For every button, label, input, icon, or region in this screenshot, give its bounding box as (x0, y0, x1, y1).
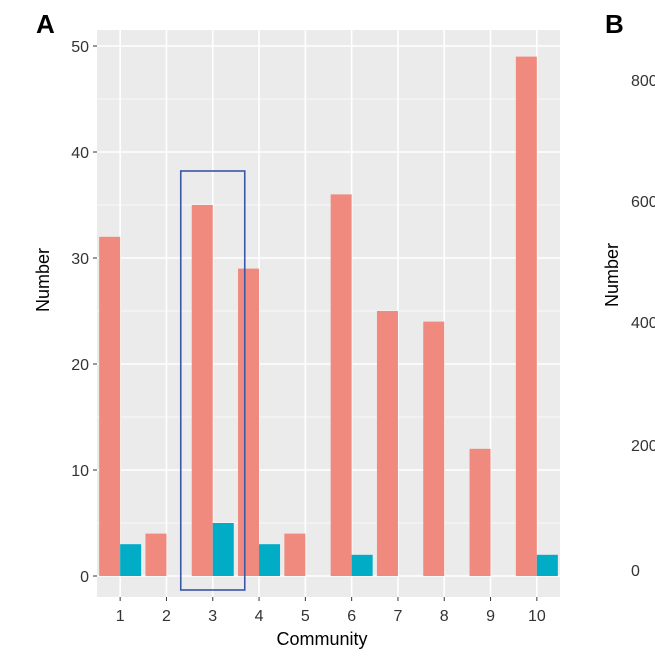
panel-b-y-tick-label: 800 (631, 73, 655, 90)
panel-a-x-ticks: 1 2 3 4 5 6 7 8 9 10 (116, 597, 546, 625)
bar-series-1 (99, 236, 121, 577)
x-tick-label: 10 (528, 608, 546, 625)
x-tick-label: 2 (162, 608, 171, 625)
panel-b-y-ticks: 800 600 400 200 0 (631, 73, 655, 580)
y-tick-label: 20 (71, 357, 89, 374)
highlight-box (179, 170, 246, 591)
panel-a-y-axis-label: Number (33, 248, 53, 312)
panel-b-y-tick-label: 0 (631, 563, 640, 580)
x-tick-label: 5 (301, 608, 310, 625)
y-tick-label: 40 (71, 145, 89, 162)
bar-series-1 (423, 321, 445, 576)
bar-series-1 (330, 194, 352, 576)
x-tick-label: 3 (208, 608, 217, 625)
y-tick-label: 10 (71, 463, 89, 480)
x-tick-label: 1 (116, 608, 125, 625)
x-tick-label: 7 (393, 608, 402, 625)
bar-series-2 (259, 544, 281, 576)
bar-series-2 (212, 523, 234, 576)
bar-series-2 (536, 554, 558, 576)
x-tick-label: 6 (347, 608, 356, 625)
x-tick-label: 9 (486, 608, 495, 625)
bar-series-2 (351, 554, 373, 576)
panel-a-x-axis-label: Community (276, 629, 367, 649)
bar-series-1 (145, 533, 167, 576)
y-tick-label: 0 (80, 569, 89, 586)
panel-b-y-tick-label: 600 (631, 194, 655, 211)
panel-b-letter: B (605, 9, 624, 39)
y-tick-label: 30 (71, 251, 89, 268)
panel-a-letter: A (36, 9, 55, 39)
panel-b-y-axis-label: Number (602, 243, 622, 307)
bar-series-1 (284, 533, 306, 576)
panel-b-y-tick-label: 200 (631, 438, 655, 455)
bar-series-1 (238, 268, 260, 576)
bar-series-1 (469, 448, 491, 576)
x-tick-label: 4 (255, 608, 264, 625)
y-tick-label: 50 (71, 39, 89, 56)
bar-series-2 (120, 544, 142, 576)
bar-series-1 (515, 56, 537, 577)
bar-series-1 (376, 311, 398, 576)
panel-a-bars (99, 56, 558, 577)
panel-b-y-tick-label: 400 (631, 315, 655, 332)
x-tick-label: 8 (440, 608, 449, 625)
bar-series-1 (191, 205, 213, 576)
panel-a-y-ticks: 0 10 20 30 40 50 (71, 39, 97, 586)
